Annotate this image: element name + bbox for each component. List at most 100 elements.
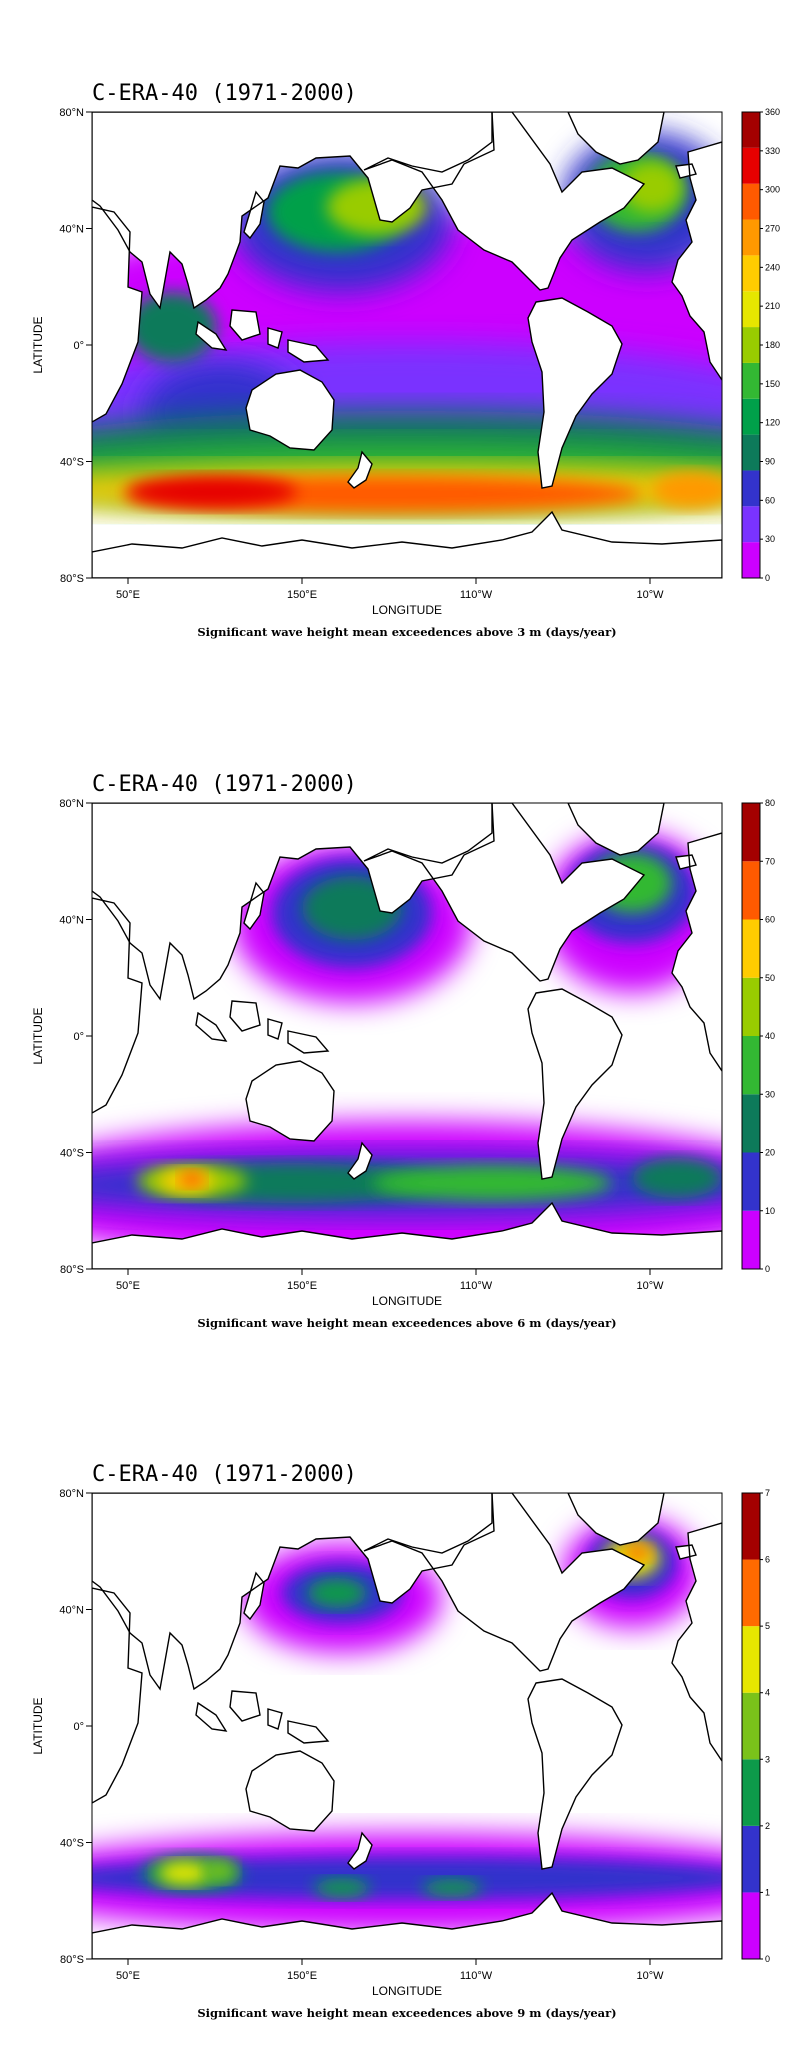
colorbar-segment bbox=[742, 542, 760, 578]
colorbar-tick-label: 1 bbox=[765, 1887, 770, 1897]
panel-title: C-ERA-40 (1971-2000) bbox=[92, 1462, 357, 1487]
y-tick-label: 40°S bbox=[60, 1148, 84, 1160]
colorbar-tick-label: 70 bbox=[765, 856, 775, 866]
colorbar-segment bbox=[742, 255, 760, 292]
x-tick-label: 110°W bbox=[460, 1970, 493, 1982]
colorbar-segment bbox=[742, 470, 760, 507]
colorbar-tick-label: 30 bbox=[765, 1089, 775, 1099]
colorbar-tick-label: 180 bbox=[765, 340, 780, 350]
colorbar-tick-label: 330 bbox=[765, 146, 780, 156]
x-tick-label: 150°E bbox=[287, 589, 317, 601]
x-tick-label: 10°W bbox=[636, 1970, 664, 1982]
colorbar-tick-label: 60 bbox=[765, 915, 775, 925]
colorbar-segment bbox=[742, 861, 760, 920]
colorbar-tick-label: 0 bbox=[765, 1264, 770, 1274]
x-tick-label: 50°E bbox=[116, 1970, 140, 1982]
y-tick-label: 40°S bbox=[60, 457, 84, 469]
y-tick-label: 80°N bbox=[59, 798, 84, 810]
map-panel-3: C-ERA-40 (1971-2000) 50°E 150°E 110°W 10°W 80… bbox=[31, 1462, 770, 2020]
y-tick-label: 80°S bbox=[60, 1954, 84, 1966]
colorbar-segment bbox=[742, 803, 760, 862]
colorbar-segment bbox=[742, 977, 760, 1036]
y-tick-label: 40°N bbox=[59, 224, 84, 236]
colorbar: 0 1 2 3 4 5 6 7 bbox=[741, 1488, 770, 1964]
y-tick-label: 80°N bbox=[59, 1488, 84, 1500]
colorbar-segment bbox=[742, 1692, 760, 1760]
colorbar-tick-label: 4 bbox=[765, 1688, 770, 1698]
colorbar-tick-label: 210 bbox=[765, 301, 780, 311]
x-tick-label: 50°E bbox=[116, 589, 140, 601]
colorbar-tick-label: 360 bbox=[765, 107, 780, 117]
y-tick-label: 0° bbox=[73, 340, 84, 352]
colorbar-tick-label: 20 bbox=[765, 1148, 775, 1158]
colorbar-tick-label: 3 bbox=[765, 1754, 770, 1764]
x-axis-label: LONGITUDE bbox=[372, 1984, 442, 1998]
panel-title: C-ERA-40 (1971-2000) bbox=[92, 81, 357, 106]
colorbar-tick-label: 2 bbox=[765, 1821, 770, 1831]
colorbar-segment bbox=[742, 1210, 760, 1269]
colorbar-tick-label: 120 bbox=[765, 418, 780, 428]
y-axis-label: LATITUDE bbox=[31, 316, 45, 373]
colorbar-tick-label: 5 bbox=[765, 1621, 770, 1631]
colorbar-tick-label: 40 bbox=[765, 1031, 775, 1041]
panel-caption: Significant wave height mean exceedences… bbox=[197, 625, 616, 639]
colorbar: 0 30 60 90 120 150 180 210 240 270 300 330 360 bbox=[741, 107, 780, 583]
colorbar-tick-label: 300 bbox=[765, 185, 780, 195]
colorbar-tick-label: 80 bbox=[765, 798, 775, 808]
colorbar-tick-label: 30 bbox=[765, 534, 775, 544]
panel-caption: Significant wave height mean exceedences… bbox=[197, 1316, 616, 1330]
colorbar-segment bbox=[742, 1493, 760, 1560]
colorbar-tick-label: 240 bbox=[765, 262, 780, 272]
colorbar-segment bbox=[742, 398, 760, 435]
map-field bbox=[92, 1493, 722, 1959]
colorbar-tick-label: 270 bbox=[765, 224, 780, 234]
y-axis-label: LATITUDE bbox=[31, 1697, 45, 1754]
colorbar-segment bbox=[742, 1152, 760, 1211]
colorbar-segment bbox=[742, 1036, 760, 1095]
colorbar-tick-label: 90 bbox=[765, 457, 775, 467]
colorbar-segment bbox=[742, 1825, 760, 1893]
x-axis-label: LONGITUDE bbox=[372, 603, 442, 617]
colorbar-tick-label: 6 bbox=[765, 1555, 770, 1565]
map-panel-1: C-ERA-40 (1971-2000) 50°E 150°E 110°W 10°W 80… bbox=[31, 81, 780, 639]
x-axis-label: LONGITUDE bbox=[372, 1294, 442, 1308]
y-tick-label: 80°N bbox=[59, 107, 84, 119]
colorbar-segment bbox=[742, 919, 760, 978]
colorbar-segment bbox=[742, 1759, 760, 1826]
panel-caption: Significant wave height mean exceedences… bbox=[197, 2006, 616, 2020]
x-tick-label: 110°W bbox=[460, 1280, 493, 1292]
x-tick-label: 10°W bbox=[636, 1280, 664, 1292]
colorbar-tick-label: 60 bbox=[765, 495, 775, 505]
y-axis-label: LATITUDE bbox=[31, 1007, 45, 1064]
colorbar-tick-label: 150 bbox=[765, 379, 780, 389]
colorbar-tick-label: 0 bbox=[765, 573, 770, 583]
y-tick-label: 40°S bbox=[60, 1838, 84, 1850]
y-tick-label: 0° bbox=[73, 1031, 84, 1043]
y-tick-label: 80°S bbox=[60, 1264, 84, 1276]
colorbar-segment bbox=[742, 1094, 760, 1153]
y-tick-label: 40°N bbox=[59, 915, 84, 927]
colorbar-segment bbox=[742, 434, 760, 471]
map-field bbox=[92, 112, 722, 578]
colorbar-segment bbox=[742, 1626, 760, 1693]
colorbar-segment bbox=[742, 506, 760, 543]
colorbar-tick-label: 10 bbox=[765, 1206, 775, 1216]
colorbar-tick-label: 0 bbox=[765, 1954, 770, 1964]
colorbar-segment bbox=[742, 147, 760, 184]
map-field bbox=[92, 803, 722, 1269]
colorbar-segment bbox=[742, 291, 760, 328]
x-tick-label: 150°E bbox=[287, 1280, 317, 1292]
colorbar: 0 10 20 30 40 50 60 70 80 bbox=[741, 798, 775, 1274]
y-tick-label: 80°S bbox=[60, 573, 84, 585]
colorbar-segment bbox=[742, 327, 760, 363]
colorbar-tick-label: 50 bbox=[765, 973, 775, 983]
colorbar-tick-label: 7 bbox=[765, 1488, 770, 1498]
map-panel-2: C-ERA-40 (1971-2000) 50°E 150°E 110°W 10°W 80… bbox=[31, 772, 775, 1330]
colorbar-segment bbox=[742, 1559, 760, 1627]
colorbar-segment bbox=[742, 1892, 760, 1959]
colorbar-segment bbox=[742, 183, 760, 220]
y-tick-label: 40°N bbox=[59, 1605, 84, 1617]
x-tick-label: 110°W bbox=[460, 589, 493, 601]
colorbar-segment bbox=[742, 362, 760, 399]
